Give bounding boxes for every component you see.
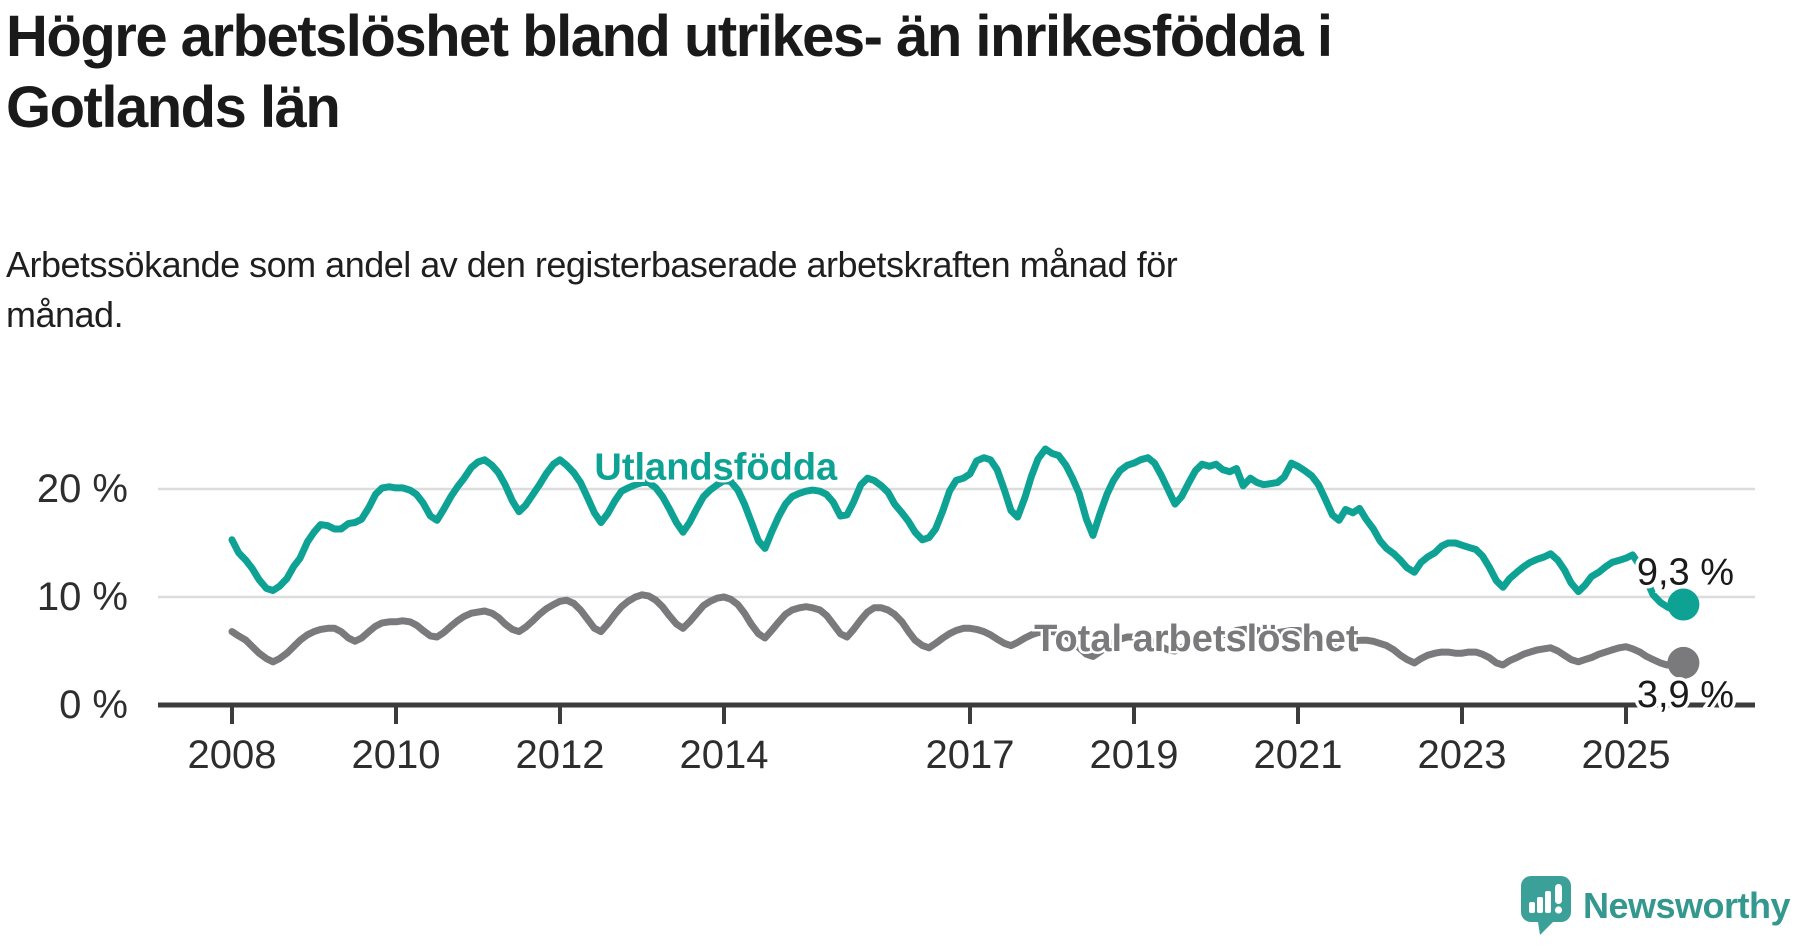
y-tick-label-10: 10 %	[37, 575, 128, 619]
x-tick-label-2019: 2019	[1090, 733, 1179, 777]
logo-bar-1	[1528, 902, 1535, 913]
x-tick-label-2017: 2017	[926, 733, 1015, 777]
y-tick-label-20: 20 %	[37, 467, 128, 511]
subtitle-line-1: Arbetssökande som andel av den registerb…	[6, 244, 1178, 285]
x-tick-label-2023: 2023	[1418, 733, 1507, 777]
page-title: Högre arbetslöshet bland utrikes- än inr…	[6, 2, 1333, 144]
newsworthy-logo-text: Newsworthy	[1582, 885, 1791, 926]
utlandsfodda-end-dot	[1667, 588, 1700, 621]
newsworthy-logo-icon	[1520, 876, 1571, 935]
utlandsfodda-line	[228, 445, 1687, 614]
x-tick-label-2025: 2025	[1582, 733, 1671, 777]
x-tick-label-2014: 2014	[680, 733, 769, 777]
y-tick-label-0: 0 %	[59, 683, 128, 727]
x-tick-label-2008: 2008	[188, 733, 277, 777]
logo-bar-2	[1536, 897, 1543, 913]
title-line-1: Högre arbetslöshet bland utrikes- än inr…	[6, 4, 1333, 69]
logo-bar-3	[1544, 891, 1551, 913]
total-arbetsloshet-series-label: Total arbetslöshet	[1034, 618, 1359, 660]
x-tick-label-2012: 2012	[516, 733, 605, 777]
total-arbetsloshet-line	[228, 591, 1687, 669]
total-arbetsloshet-end-dot	[1667, 646, 1700, 679]
newsworthy-logo: Newsworthy	[1520, 876, 1791, 936]
title-line-2: Gotlands län	[6, 74, 341, 140]
utlandsfodda-series-label: Utlandsfödda	[594, 446, 838, 488]
logo-exclamation-bar	[1554, 884, 1562, 904]
utlandsfodda-end-label: 9,3 %	[1637, 552, 1734, 594]
x-tick-label-2010: 2010	[352, 733, 441, 777]
chart-subtitle: Arbetssökande som andel av den registerb…	[6, 240, 1178, 339]
logo-exclamation-dot	[1554, 906, 1563, 914]
subtitle-line-2: månad.	[6, 293, 124, 335]
x-tick-label-2021: 2021	[1254, 733, 1343, 777]
total-arbetsloshet-end-label: 3,9 %	[1637, 674, 1734, 716]
